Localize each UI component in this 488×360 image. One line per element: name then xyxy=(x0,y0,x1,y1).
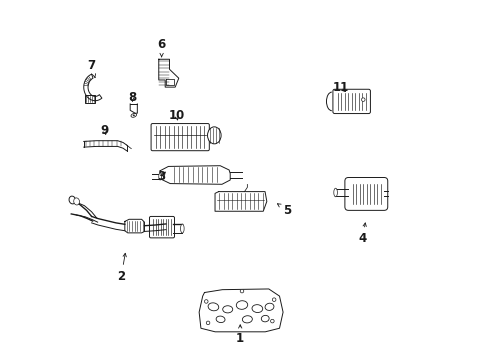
Ellipse shape xyxy=(242,316,252,323)
Text: 1: 1 xyxy=(236,325,244,346)
Ellipse shape xyxy=(69,196,76,204)
Text: 5: 5 xyxy=(277,204,291,217)
Ellipse shape xyxy=(74,198,80,205)
Text: 9: 9 xyxy=(100,124,108,137)
Polygon shape xyxy=(165,79,174,85)
Polygon shape xyxy=(160,166,230,184)
Polygon shape xyxy=(199,289,283,332)
Ellipse shape xyxy=(206,321,209,325)
Polygon shape xyxy=(83,74,102,101)
FancyBboxPatch shape xyxy=(344,177,387,210)
Ellipse shape xyxy=(222,306,232,313)
Polygon shape xyxy=(83,141,126,151)
Ellipse shape xyxy=(159,173,162,180)
Text: 7: 7 xyxy=(87,59,96,78)
Ellipse shape xyxy=(180,224,184,233)
Ellipse shape xyxy=(204,300,207,303)
Polygon shape xyxy=(159,59,179,87)
Polygon shape xyxy=(215,192,266,211)
Text: 3: 3 xyxy=(157,170,165,183)
Ellipse shape xyxy=(240,289,244,293)
Ellipse shape xyxy=(251,305,262,312)
Ellipse shape xyxy=(236,301,247,309)
Ellipse shape xyxy=(264,303,273,310)
Ellipse shape xyxy=(207,127,221,144)
Ellipse shape xyxy=(216,316,224,323)
Ellipse shape xyxy=(133,115,134,116)
Text: 10: 10 xyxy=(168,109,184,122)
Ellipse shape xyxy=(131,113,136,117)
Ellipse shape xyxy=(333,188,337,197)
Ellipse shape xyxy=(272,298,275,301)
Polygon shape xyxy=(124,219,144,233)
Text: 11: 11 xyxy=(332,81,348,94)
Text: 2: 2 xyxy=(117,253,126,283)
FancyBboxPatch shape xyxy=(85,95,95,103)
Ellipse shape xyxy=(361,98,365,102)
Text: 4: 4 xyxy=(358,223,366,246)
Ellipse shape xyxy=(270,319,274,323)
Text: 8: 8 xyxy=(127,91,136,104)
Ellipse shape xyxy=(208,303,218,311)
FancyBboxPatch shape xyxy=(151,123,209,151)
Ellipse shape xyxy=(261,315,268,322)
Text: 6: 6 xyxy=(157,38,165,57)
FancyBboxPatch shape xyxy=(332,89,370,113)
FancyBboxPatch shape xyxy=(149,216,174,238)
